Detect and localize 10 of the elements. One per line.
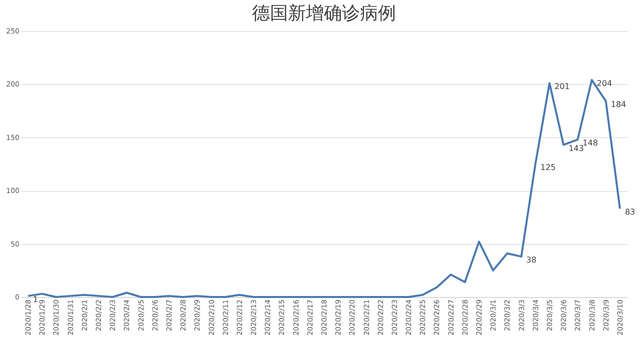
data-label: 125 xyxy=(540,163,556,172)
data-label: 204 xyxy=(596,78,612,88)
data-label: 83 xyxy=(624,208,636,217)
data-label: 148 xyxy=(582,138,598,148)
data-label: 201 xyxy=(554,82,570,92)
data-label: 1 xyxy=(33,294,38,304)
data-label: 38 xyxy=(526,256,536,265)
chart-title: 德国新增确诊病例 xyxy=(252,3,396,24)
data-label: 184 xyxy=(610,100,626,110)
data-label: 143 xyxy=(568,144,584,153)
